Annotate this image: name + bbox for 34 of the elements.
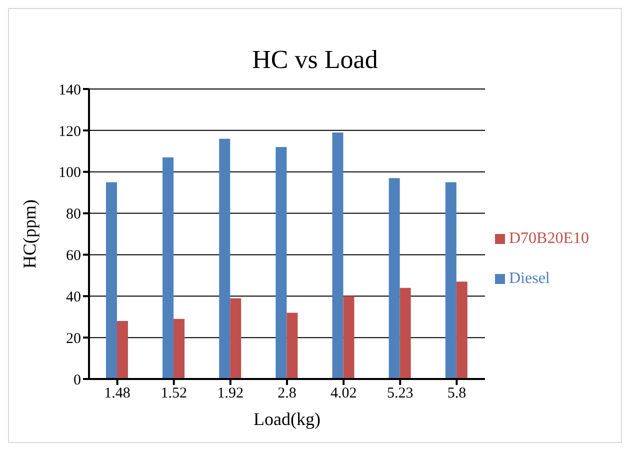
bar: [230, 298, 242, 379]
y-axis-title: HC(ppm): [19, 200, 40, 268]
y-tick-label: 40: [66, 289, 81, 306]
bar: [332, 132, 344, 379]
bar: [162, 157, 174, 379]
x-tick-label: 5.8: [447, 386, 466, 402]
y-tick-label: 140: [58, 82, 81, 98]
bar: [388, 178, 400, 379]
x-tick-label: 4.02: [330, 386, 357, 402]
bar: [456, 282, 468, 379]
bar: [343, 296, 354, 379]
x-tick-label: 1.52: [160, 386, 187, 402]
y-tick-label: 0: [74, 372, 81, 388]
x-tick-label: 5.23: [387, 386, 414, 402]
y-tick-label: 20: [66, 330, 81, 347]
legend-label: D70B20E10: [509, 230, 589, 247]
bar: [106, 182, 117, 379]
chart-title: HC vs Load: [251, 45, 379, 76]
x-tick-label: 1.48: [104, 386, 130, 402]
y-tick-label: 100: [58, 165, 81, 182]
bar: [400, 288, 411, 379]
y-tick-label: 80: [66, 206, 81, 223]
x-axis-title: Load(kg): [254, 409, 320, 429]
bar: [116, 321, 128, 379]
bar: [219, 138, 230, 379]
bar: [445, 182, 456, 379]
x-tick-label: 2.8: [278, 386, 296, 402]
y-tick-label: 120: [58, 124, 81, 140]
bar: [276, 147, 287, 379]
bar: [174, 318, 185, 379]
legend-label: Diesel: [509, 270, 550, 287]
y-tick-label: 60: [66, 248, 81, 264]
bar: [286, 312, 298, 379]
x-tick-label: 1.92: [217, 386, 244, 402]
